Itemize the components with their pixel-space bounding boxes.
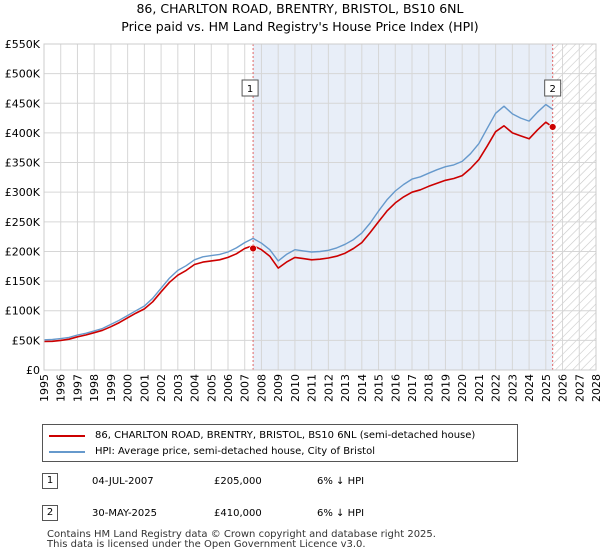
sale-hpi-2: 6% ↓ HPI (317, 508, 365, 519)
sale-price-1: £205,000 (214, 476, 262, 487)
sale-marker-1: 1 (42, 473, 58, 489)
x-tick-label-5: 2000 (122, 374, 135, 402)
x-tick-label-17: 2012 (322, 374, 335, 402)
sale-hpi-1: 6% ↓ HPI (317, 476, 365, 487)
x-tick-label-12: 2007 (239, 374, 252, 402)
footer-line-1: Contains HM Land Registry data © Crown c… (47, 529, 436, 540)
x-tick-label-32: 2027 (573, 374, 586, 402)
x-tick-label-28: 2023 (506, 374, 519, 402)
x-tick-label-19: 2014 (356, 374, 369, 402)
x-tick-label-27: 2022 (490, 374, 503, 402)
price-chart: 1 2 £0 £50K £100K £150K £200K £250K £300K £350K £4… (5, 38, 600, 402)
x-tick-label-2: 1997 (71, 374, 84, 402)
sale-point-2 (548, 123, 557, 131)
sale-marker-2: 2 (42, 505, 58, 521)
sale-point-1 (249, 244, 257, 253)
y-tick-label-3: £150K (5, 275, 41, 288)
sale-row-2: 2 30-MAY-2025 £410,000 6% ↓ HPI (42, 504, 582, 524)
x-tick-label-21: 2016 (389, 374, 402, 402)
y-tick-label-11: £550K (5, 38, 41, 51)
sale-price-2: £410,000 (214, 508, 262, 519)
y-tick-label-6: £300K (5, 186, 41, 199)
forecast-hatched-region (552, 44, 596, 370)
x-tick-label-10: 2005 (205, 374, 218, 402)
x-tick-label-22: 2017 (406, 374, 419, 402)
chart-subtitle: Price paid vs. HM Land Registry's House … (121, 19, 479, 34)
annotation-box-2 (544, 79, 562, 97)
y-tick-label-4: £200K (5, 245, 41, 258)
sale-date-2: 30-MAY-2025 (92, 508, 158, 519)
x-tick-label-13: 2008 (255, 374, 268, 402)
x-tick-label-20: 2015 (373, 374, 386, 402)
x-tick-label-23: 2018 (423, 374, 436, 402)
x-tick-label-18: 2013 (339, 374, 352, 402)
y-tick-label-2: £100K (5, 305, 41, 318)
y-tick-label-1: £50K (12, 334, 41, 347)
sale-row-1: 1 04-JUL-2007 £205,000 6% ↓ HPI (42, 472, 582, 492)
x-tick-label-30: 2025 (540, 374, 553, 402)
x-tick-label-4: 1999 (105, 374, 118, 402)
x-tick-label-1: 1996 (55, 374, 68, 402)
y-tick-label-5: £250K (5, 216, 41, 229)
x-tick-label-6: 2001 (138, 374, 151, 402)
series-line-2 (43, 103, 553, 341)
x-tick-label-16: 2011 (306, 374, 319, 402)
annotation-label-1: 1 (247, 84, 253, 95)
x-tick-label-25: 2020 (456, 374, 469, 402)
y-tick-label-8: £400K (5, 127, 41, 140)
legend-label-property: 86, CHARLTON ROAD, BRENTRY, BRISTOL, BS1… (95, 430, 476, 441)
plot-frame (43, 43, 597, 371)
y-tick-label-10: £500K (5, 68, 41, 81)
y-tick-label-9: £450K (5, 97, 41, 110)
footer-line-2: This data is licensed under the Open Gov… (47, 539, 366, 550)
annotation-label-2: 2 (549, 84, 555, 95)
ownership-shaded-region (253, 44, 553, 370)
legend-swatch-hpi (49, 451, 85, 453)
annotation-box-1 (241, 79, 259, 97)
footer: Contains HM Land Registry data © Crown c… (47, 530, 436, 550)
chart-title: 86, CHARLTON ROAD, BRENTRY, BRISTOL, BS1… (136, 1, 464, 16)
x-tick-label-15: 2010 (289, 374, 302, 402)
x-tick-label-24: 2019 (439, 374, 452, 402)
x-tick-label-8: 2003 (172, 374, 185, 402)
legend: 86, CHARLTON ROAD, BRENTRY, BRISTOL, BS1… (42, 424, 518, 462)
x-tick-label-3: 1998 (88, 374, 101, 402)
legend-swatch-property (49, 435, 85, 437)
x-tick-label-33: 2028 (590, 374, 600, 402)
x-tick-label-0: 1995 (38, 374, 51, 402)
x-tick-label-11: 2006 (222, 374, 235, 402)
y-tick-label-7: £350K (5, 157, 41, 170)
x-tick-label-31: 2026 (557, 374, 570, 402)
x-tick-label-26: 2021 (473, 374, 486, 402)
series-line-1 (43, 121, 553, 343)
x-tick-label-14: 2009 (272, 374, 285, 402)
x-tick-label-9: 2004 (189, 374, 202, 402)
legend-label-hpi: HPI: Average price, semi-detached house,… (95, 446, 375, 457)
x-tick-label-29: 2024 (523, 374, 536, 402)
sale-date-1: 04-JUL-2007 (92, 476, 154, 487)
y-tick-label-0: £0 (26, 364, 40, 377)
x-tick-label-7: 2002 (155, 374, 168, 402)
